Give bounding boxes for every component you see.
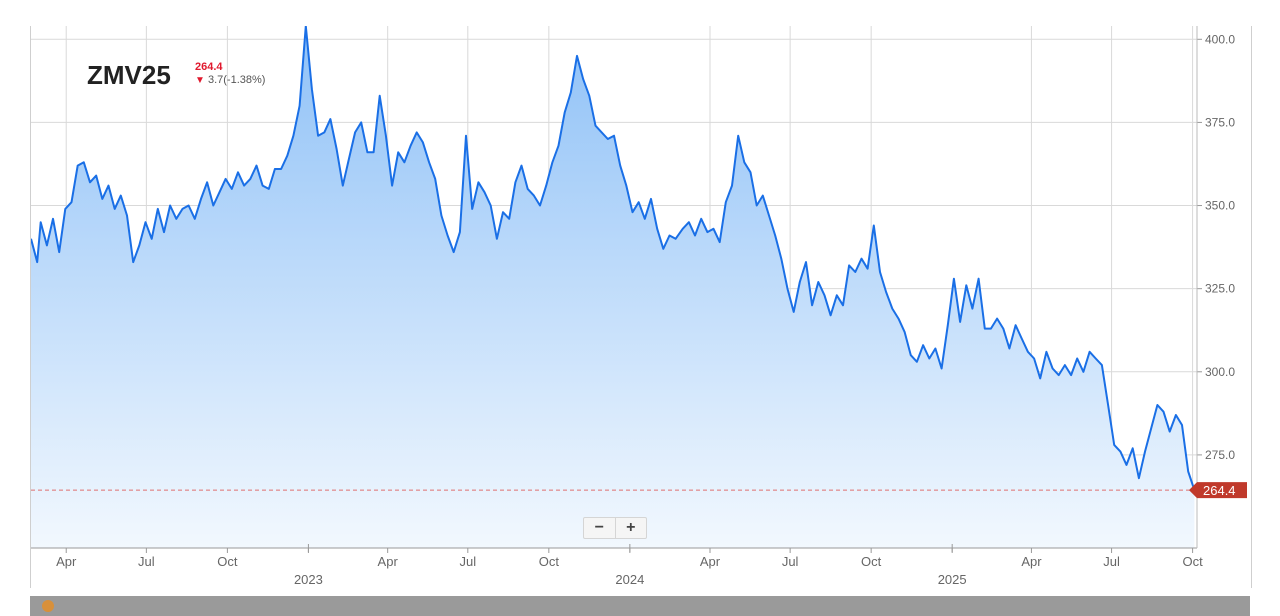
zoom-controls: − + — [583, 517, 647, 539]
x-tick-label: Apr — [56, 554, 77, 569]
last-price-marker-label: 264.4 — [1203, 483, 1236, 498]
y-tick-label: 350.0 — [1205, 199, 1235, 213]
x-tick-label: Oct — [1182, 554, 1203, 569]
x-tick-label: Apr — [700, 554, 721, 569]
chart-frame: 400.0 375.0 350.0 325.0 300.0 275.0 Apr Jul Oct 2… — [30, 26, 1252, 588]
y-tick-label: 325.0 — [1205, 282, 1235, 296]
quote-box: 264.4 ▼ 3.7(-1.38%) — [195, 61, 265, 87]
x-tick-label: Apr — [1021, 554, 1042, 569]
zoom-out-button[interactable]: − — [594, 519, 604, 536]
x-tick-label: Apr — [378, 554, 399, 569]
x-tick-label: Jul — [782, 554, 799, 569]
y-tick-label: 275.0 — [1205, 448, 1235, 462]
x-tick-label: Oct — [861, 554, 882, 569]
x-tick-label: Jul — [138, 554, 155, 569]
x-tick-label: Oct — [539, 554, 560, 569]
scrollbar-handle[interactable] — [42, 600, 54, 612]
navigator-scrollbar[interactable] — [30, 596, 1250, 616]
symbol-label: ZMV25 — [87, 60, 171, 90]
price-chart: 400.0 375.0 350.0 325.0 300.0 275.0 Apr Jul Oct 2… — [31, 26, 1247, 587]
year-label: 2023 — [294, 572, 323, 587]
y-tick-label: 400.0 — [1205, 32, 1235, 46]
last-price: 264.4 — [195, 61, 223, 73]
last-price-marker — [1189, 482, 1247, 499]
series-area — [31, 26, 1195, 548]
zoom-in-button[interactable]: + — [614, 518, 647, 538]
down-arrow-icon: ▼ — [195, 75, 205, 86]
price-change: ▼ 3.7(-1.38%) — [195, 74, 265, 87]
year-label: 2025 — [938, 572, 967, 587]
x-tick-label: Jul — [1103, 554, 1120, 569]
change-value: 3.7(-1.38%) — [207, 74, 266, 86]
x-tick-label: Jul — [459, 554, 476, 569]
y-tick-label: 300.0 — [1205, 365, 1235, 379]
y-tick-label: 375.0 — [1205, 115, 1235, 129]
series-line — [31, 26, 1196, 491]
x-tick-label: Oct — [217, 554, 238, 569]
year-label: 2024 — [615, 572, 644, 587]
